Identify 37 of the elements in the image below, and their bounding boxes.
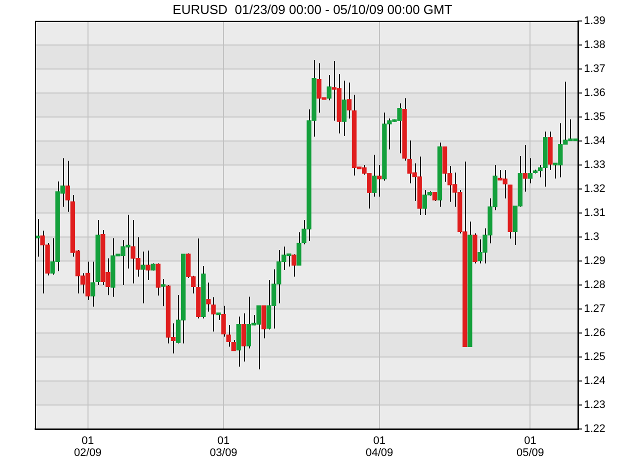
candlestick <box>326 74 332 101</box>
y-tick-label: 1.23 <box>584 399 606 412</box>
y-tick-label: 1.24 <box>584 375 606 388</box>
candlestick <box>206 282 211 312</box>
candlestick <box>146 250 150 280</box>
y-tick-label: 1.26 <box>584 327 606 340</box>
candlestick <box>372 154 377 198</box>
candlestick <box>342 80 347 136</box>
candlestick <box>160 278 166 307</box>
y-tick-label: 1.37 <box>584 63 606 76</box>
candlestick <box>211 296 216 332</box>
candlestick <box>241 312 246 362</box>
y-tick-label: 1.36 <box>584 87 606 100</box>
candlestick <box>292 254 296 278</box>
y-tick-label: 1.22 <box>584 423 606 436</box>
y-tick-label: 1.34 <box>584 135 606 148</box>
y-tick-label: 1.38 <box>584 39 606 52</box>
candlestick <box>346 82 352 119</box>
candlestick <box>156 262 161 296</box>
x-tick-label: 01 03/09 <box>210 435 238 460</box>
y-tick-label: 1.32 <box>584 183 606 196</box>
y-tick-label: 1.3 <box>584 231 600 244</box>
y-tick-label: 1.25 <box>584 351 606 364</box>
y-tick-label: 1.35 <box>584 111 606 124</box>
y-tick-label: 1.31 <box>584 207 606 220</box>
y-tick-label: 1.33 <box>584 159 606 172</box>
candlestick <box>377 164 382 198</box>
chart-title: EURUSD 01/23/09 00:00 - 05/10/09 00:00 GMT <box>172 2 454 17</box>
candlestick <box>522 144 528 192</box>
y-tick-label: 1.27 <box>584 303 606 316</box>
y-tick-label: 1.39 <box>584 15 606 28</box>
candlestick <box>528 158 533 184</box>
x-tick-label: 01 02/09 <box>74 435 102 460</box>
x-tick-label: 01 04/09 <box>366 435 394 460</box>
x-tick-label: 01 05/09 <box>516 435 544 460</box>
y-tick-label: 1.28 <box>584 279 606 292</box>
y-tick-label: 1.29 <box>584 255 606 268</box>
